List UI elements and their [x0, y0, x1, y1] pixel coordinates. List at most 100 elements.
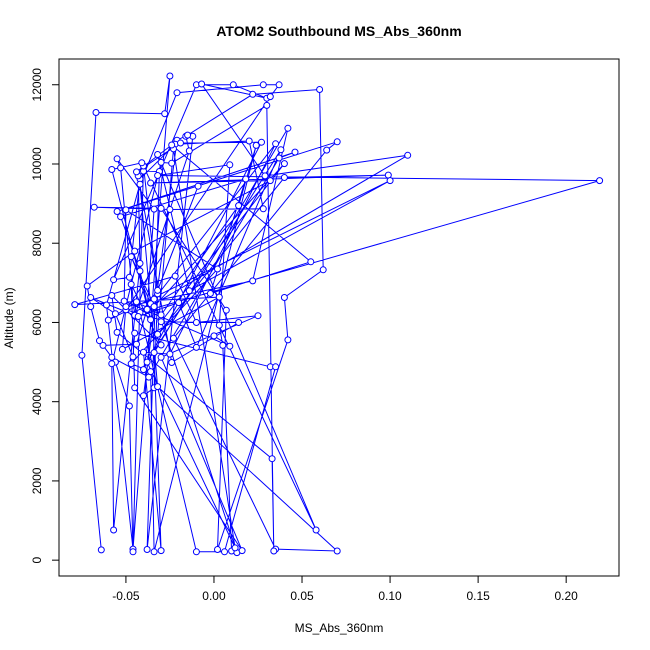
data-point	[316, 86, 324, 93]
y-tick-label: 10000	[30, 147, 44, 181]
data-point	[87, 294, 95, 301]
data-point	[323, 146, 331, 154]
data-point	[103, 301, 110, 309]
data-point	[333, 547, 341, 555]
data-point	[214, 546, 221, 553]
data-point	[319, 266, 327, 274]
data-point	[143, 358, 151, 366]
y-tick-label: 8000	[30, 230, 44, 257]
data-point	[110, 526, 118, 534]
data-point	[150, 303, 158, 311]
data-point	[111, 310, 119, 318]
data-point	[184, 131, 192, 139]
data-point	[154, 172, 162, 179]
data-point	[90, 203, 98, 211]
data-point	[194, 182, 202, 190]
data-point	[117, 164, 125, 172]
data-point	[157, 311, 165, 319]
y-tick-label: 6000	[30, 309, 44, 336]
data-point	[157, 341, 165, 349]
x-tick-label: 0.20	[554, 589, 578, 603]
data-point	[154, 383, 162, 391]
data-point	[131, 329, 139, 337]
data-point	[226, 342, 234, 350]
data-point	[157, 158, 165, 166]
data-point	[229, 81, 237, 89]
data-point	[97, 546, 105, 554]
data-point	[596, 177, 604, 185]
data-point	[214, 265, 221, 273]
data-point	[157, 318, 165, 326]
data-point	[147, 368, 155, 376]
data-point	[118, 345, 126, 353]
y-tick-label: 12000	[30, 68, 44, 102]
y-tick-label: 2000	[30, 467, 44, 494]
data-point	[280, 160, 288, 168]
x-tick-label: 0.00	[202, 589, 226, 603]
data-point	[136, 180, 144, 188]
data-point	[235, 202, 243, 210]
data-point	[83, 282, 91, 290]
data-point	[280, 174, 288, 181]
data-point	[284, 336, 292, 344]
data-point	[312, 526, 320, 534]
data-point	[277, 146, 285, 154]
data-point	[333, 138, 341, 146]
data-point	[96, 337, 103, 345]
data-point	[133, 168, 140, 176]
data-point	[263, 101, 271, 109]
y-tick-label: 0	[30, 556, 44, 563]
data-point	[221, 548, 228, 556]
data-point	[168, 141, 176, 149]
data-point	[161, 110, 169, 118]
data-point	[133, 340, 140, 348]
data-point	[108, 292, 116, 299]
data-point	[136, 267, 144, 275]
data-point	[307, 258, 315, 266]
data-point	[150, 349, 158, 357]
data-point	[168, 359, 176, 366]
data-point	[266, 93, 274, 101]
data-point	[113, 208, 121, 215]
x-axis: -0.05 0.00 0.05 0.10 0.15 0.20	[112, 575, 578, 603]
data-point	[108, 360, 116, 368]
data-point	[252, 141, 260, 149]
data-point	[249, 277, 257, 285]
data-point	[261, 172, 269, 180]
chart-title: ATOM2 Southbound MS_Abs_360nm	[216, 23, 461, 39]
data-point	[92, 109, 100, 116]
data-point	[198, 80, 206, 88]
data-point	[291, 148, 299, 156]
data-point	[166, 72, 174, 80]
data-point	[150, 295, 158, 303]
data-point	[259, 81, 267, 89]
data-point	[157, 204, 165, 212]
data-point	[113, 328, 121, 336]
data-point	[210, 332, 218, 340]
data-point	[171, 272, 179, 280]
data-point	[134, 313, 142, 320]
plot-frame	[58, 58, 620, 577]
data-point	[129, 548, 137, 556]
data-point	[268, 455, 276, 463]
data-point	[127, 360, 135, 368]
data-point	[270, 547, 278, 555]
data-point	[133, 298, 140, 306]
data-point	[266, 177, 274, 185]
x-tick-label: 0.05	[290, 589, 314, 603]
data-point	[71, 301, 79, 309]
data-point	[127, 280, 135, 288]
data-point	[87, 303, 95, 311]
data-point	[254, 312, 262, 320]
data-point	[113, 155, 121, 163]
data-point	[272, 140, 280, 148]
data-point	[150, 548, 158, 556]
data-point	[245, 137, 253, 145]
data-point	[143, 305, 151, 313]
data-point	[104, 316, 112, 324]
y-tick-label: 4000	[30, 388, 44, 415]
data-point	[175, 299, 183, 307]
data-point	[185, 287, 193, 295]
data-point	[154, 151, 162, 158]
data-point	[275, 154, 283, 162]
